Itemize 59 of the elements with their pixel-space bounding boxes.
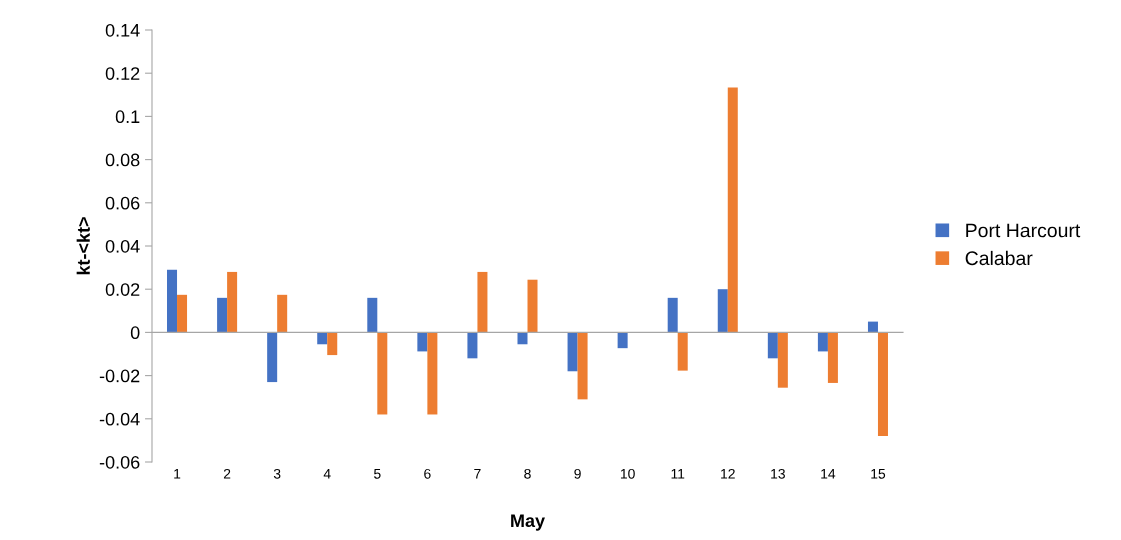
x-tick-label: 4 xyxy=(323,469,331,479)
x-tick-label: 13 xyxy=(771,468,785,479)
x-tick-label: 15 xyxy=(871,469,886,479)
x-tick-label: 2 xyxy=(223,468,231,479)
y-tick-label: 0.02 xyxy=(105,283,140,296)
bar xyxy=(527,279,538,333)
x-tick-label: 5 xyxy=(373,469,381,479)
y-axis-title: kt-<kt> xyxy=(76,217,90,275)
x-tick-label: 8 xyxy=(524,468,531,479)
y-tick-label: -0.02 xyxy=(99,369,140,383)
bar xyxy=(727,87,738,333)
y-tick-label: 0.08 xyxy=(105,153,140,167)
bar xyxy=(217,297,228,333)
bar xyxy=(227,271,238,333)
y-tick-label: 0.04 xyxy=(105,239,140,253)
x-tick-label: 12 xyxy=(721,468,735,479)
bar xyxy=(877,332,888,437)
bar xyxy=(577,332,588,400)
bar xyxy=(167,269,178,333)
y-tick-label: 0.14 xyxy=(105,23,140,37)
y-tick-label: 0 xyxy=(130,326,140,340)
y-tick-label: 0.06 xyxy=(105,196,140,210)
bar xyxy=(267,332,278,383)
bar xyxy=(177,294,188,333)
bar xyxy=(867,321,878,333)
y-tick-label: -0.04 xyxy=(99,412,140,426)
x-tick-label: 7 xyxy=(474,469,481,479)
legend-label: Port Harcourt xyxy=(966,223,1081,238)
x-tick-label: 9 xyxy=(574,468,581,479)
x-tick-label: 6 xyxy=(424,468,431,479)
x-tick-label: 11 xyxy=(671,469,685,479)
bar xyxy=(317,332,328,345)
legend-label: Calabar xyxy=(965,250,1033,266)
bar xyxy=(777,332,788,388)
bar xyxy=(477,271,488,333)
x-tick-label: 1 xyxy=(174,469,181,479)
y-tick-label: -0.06 xyxy=(99,455,140,469)
x-axis-title: May xyxy=(511,514,545,531)
bar xyxy=(277,294,288,333)
bar xyxy=(327,332,338,356)
bar xyxy=(417,332,428,352)
bar xyxy=(517,332,528,345)
bar xyxy=(817,332,828,352)
y-tick-label: 0.12 xyxy=(105,67,140,80)
bar xyxy=(567,332,578,372)
bar xyxy=(767,332,778,359)
x-tick-label: 14 xyxy=(821,469,836,479)
bar xyxy=(427,332,438,415)
x-tick-label: 3 xyxy=(273,468,281,479)
bar xyxy=(667,297,678,333)
bar xyxy=(717,289,728,333)
y-tick-label: 0.1 xyxy=(115,110,140,124)
x-tick-label: 10 xyxy=(620,468,635,479)
bar xyxy=(467,332,478,359)
bar xyxy=(367,297,378,333)
bar xyxy=(377,332,388,415)
bar xyxy=(617,332,628,349)
bar xyxy=(677,332,688,371)
bar xyxy=(827,332,838,383)
